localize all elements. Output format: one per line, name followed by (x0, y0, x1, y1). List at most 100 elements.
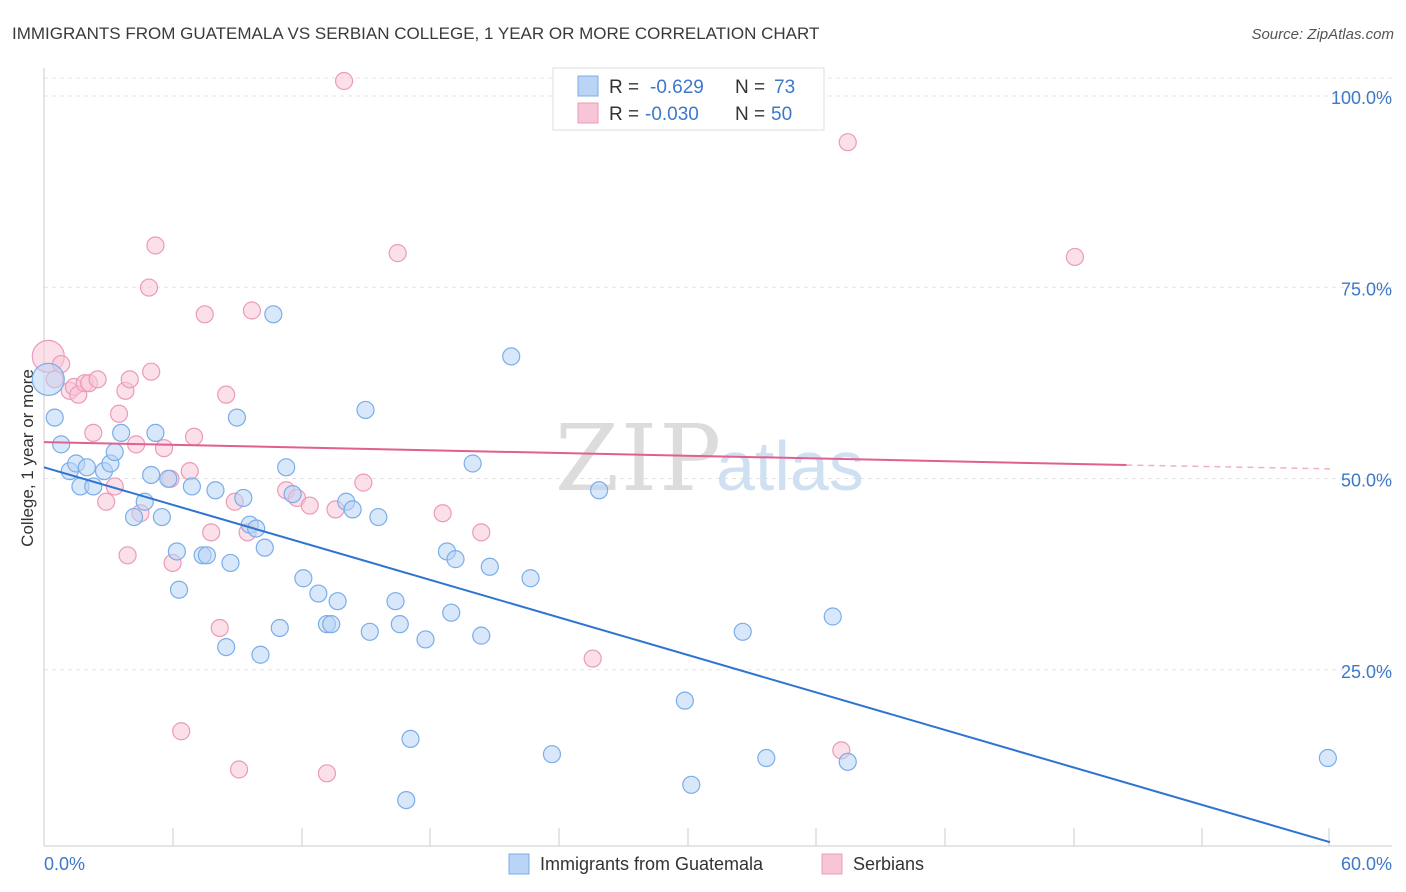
bottom-legend-swatch-guatemala (508, 853, 530, 875)
serbians-point-48 (1065, 247, 1085, 267)
serbians-point-28 (202, 523, 221, 542)
serbians-point-9 (88, 370, 107, 389)
guatemala-point-53 (446, 550, 465, 569)
legend-n-value-serbians: 50 (771, 104, 792, 125)
guatemala-point-25 (221, 553, 240, 573)
guatemala-point-20 (182, 477, 201, 496)
guatemala-point-65 (823, 607, 842, 626)
serbians-point-32 (229, 760, 249, 779)
guatemala-point-37 (309, 584, 328, 603)
y-tick-label-75: 75.0% (1341, 279, 1392, 299)
serbians-point-20 (146, 236, 165, 255)
guatemala-point-60 (590, 481, 609, 500)
serbians-point-18 (139, 278, 159, 297)
trend-line-serbians (43, 441, 1127, 467)
guatemala-point-24 (217, 637, 236, 657)
serbians-point-19 (142, 362, 161, 381)
guatemala-point-42 (343, 500, 362, 519)
y-tick-label-25: 25.0% (1341, 662, 1392, 682)
guatemala-point-45 (369, 507, 388, 527)
guatemala-point-62 (682, 775, 701, 794)
trend-line-guatemala (43, 466, 1331, 844)
serbians-point-30 (217, 385, 236, 404)
chart-title: IMMIGRANTS FROM GUATEMALA VS SERBIAN COL… (12, 24, 819, 43)
guatemala-point-34 (277, 458, 296, 477)
x-tick-label-min: 0.0% (44, 854, 85, 874)
watermark-atlas: atlas (716, 427, 864, 505)
serbians-point-21 (154, 439, 174, 458)
chart-source: Source: ZipAtlas.com (1251, 26, 1394, 43)
legend-r-label-serbians: R = (609, 104, 639, 125)
serbians-point-25 (180, 462, 199, 481)
legend-r-value-serbians: -0.030 (645, 104, 699, 125)
guatemala-point-61 (675, 691, 694, 710)
serbians-point-44 (472, 523, 491, 542)
guatemala-point-11 (112, 423, 131, 442)
guatemala-point-30 (251, 645, 270, 664)
guatemala-point-15 (146, 423, 165, 442)
guatemala-point-23 (206, 481, 225, 500)
serbians-point-37 (300, 496, 319, 515)
serbians-point-40 (334, 71, 354, 91)
legend-swatch-serbians (577, 102, 599, 124)
guatemala-point-26 (227, 408, 246, 427)
guatemala-point-47 (390, 615, 409, 634)
guatemala-point-39 (322, 615, 341, 634)
bottom-legend-label-serbians: Serbians (853, 854, 924, 874)
guatemala-point-31 (255, 538, 274, 557)
guatemala-point-18 (167, 542, 186, 561)
guatemala-point-33 (270, 618, 289, 638)
guatemala-point-63 (733, 622, 752, 641)
guatemala-point-46 (386, 592, 405, 611)
guatemala-point-49 (401, 729, 420, 749)
y-tick-labels: 25.0% 50.0% 75.0% 100.0% (1331, 88, 1392, 682)
guatemala-point-58 (521, 569, 540, 588)
guatemala-point-27 (234, 488, 253, 508)
guatemala-point-0 (31, 362, 65, 396)
serbians-point-38 (317, 764, 337, 783)
guatemala-point-40 (328, 592, 347, 611)
series-guatemala (31, 305, 1337, 810)
serbians-point-8 (84, 423, 103, 442)
serbians-point-47 (838, 133, 857, 152)
x-axis-ticks (43, 828, 1330, 846)
series-legend: Immigrants from Guatemala Serbians (508, 853, 924, 875)
y-tick-label-50: 50.0% (1341, 471, 1392, 491)
serbians-point-14 (118, 546, 137, 565)
guatemala-point-64 (757, 748, 776, 768)
guatemala-point-16 (152, 507, 171, 527)
y-axis-label: College, 1 year or more (18, 369, 37, 547)
bottom-legend-swatch-serbians (821, 853, 843, 875)
guatemala-point-50 (416, 630, 435, 649)
guatemala-point-1 (45, 408, 64, 427)
guatemala-point-56 (480, 557, 499, 576)
guatemala-point-2 (52, 435, 71, 454)
x-tick-label-max: 60.0% (1341, 854, 1392, 874)
guatemala-point-54 (463, 454, 482, 473)
guatemala-point-36 (294, 569, 313, 588)
guatemala-point-14 (142, 465, 161, 485)
serbians-point-34 (242, 301, 262, 320)
correlation-legend: R = -0.629 N = 73 R = -0.030 N = 50 (552, 67, 825, 131)
serbians-point-24 (172, 722, 191, 741)
legend-n-label-serbians: N = (735, 104, 765, 125)
serbians-point-41 (354, 473, 373, 492)
serbians-point-42 (388, 244, 407, 263)
serbians-point-12 (109, 404, 129, 423)
serbians-point-27 (195, 305, 214, 324)
legend-r-value-guatemala: -0.629 (650, 77, 704, 98)
trend-line-serbians-extension (1126, 464, 1331, 470)
serbians-point-26 (184, 427, 204, 446)
legend-n-label-guatemala: N = (735, 77, 765, 98)
serbians-point-10 (97, 492, 116, 511)
guatemala-point-59 (542, 745, 562, 764)
guatemala-point-22 (197, 546, 216, 565)
trend-lines (43, 441, 1331, 844)
guatemala-point-19 (169, 580, 189, 599)
legend-r-label-guatemala: R = (609, 77, 639, 98)
serbians-point-43 (433, 504, 452, 523)
guatemala-point-66 (838, 752, 857, 771)
serbians-point-45 (583, 649, 602, 668)
guatemala-point-67 (1318, 748, 1337, 768)
